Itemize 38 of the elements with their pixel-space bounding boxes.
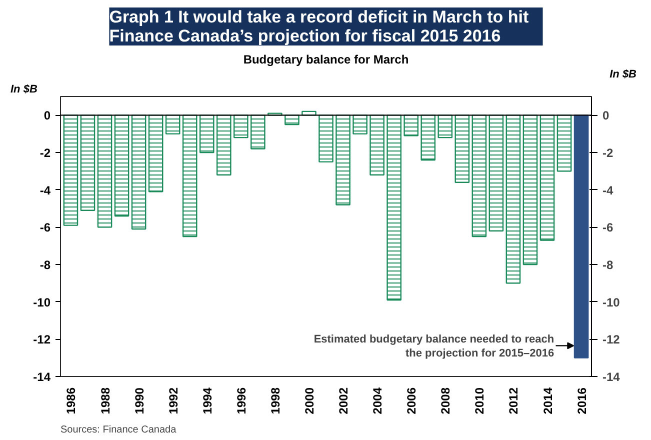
x-tick-label: 1988 xyxy=(98,387,112,414)
x-tick-label: 2008 xyxy=(438,387,453,414)
y-tick-label: -14 xyxy=(33,370,51,384)
chart-title: Graph 1 It would take a record deficit in March to hit Finance Canada’s projection for fiscal 2015 2016 xyxy=(109,8,529,46)
y2-tick-label: -12 xyxy=(602,332,620,347)
y-axis-title: In $B xyxy=(10,84,38,96)
x-tick-label: 1990 xyxy=(132,387,146,414)
x-tick-label: 2010 xyxy=(472,387,487,414)
y2-tick-label: 0 xyxy=(602,108,610,123)
y2-tick-label: -8 xyxy=(602,258,614,272)
y-tick-label: -4 xyxy=(40,183,51,198)
y-tick-label: -10 xyxy=(33,295,51,310)
x-tick-label: 2014 xyxy=(540,387,555,414)
chart-subtitle: Budgetary balance for March xyxy=(243,52,409,66)
y2-tick-label: -14 xyxy=(602,370,620,384)
y2-tick-label: -6 xyxy=(602,220,614,235)
annotation: Estimated budgetary balance needed to reach the projection for 2015–2016 xyxy=(314,334,554,360)
y-tick-label: -12 xyxy=(33,332,51,347)
x-tick-label: 2012 xyxy=(506,387,521,414)
x-tick-label: 1986 xyxy=(64,387,78,414)
x-tick-label: 2000 xyxy=(302,387,316,414)
y2-axis-title: In $B xyxy=(610,68,637,80)
x-tick-label: 1994 xyxy=(200,387,214,414)
x-tick-label: 1992 xyxy=(166,387,180,414)
y-tick-label: -2 xyxy=(40,146,51,160)
y-tick-label: -8 xyxy=(40,258,51,272)
x-tick-label: 1996 xyxy=(234,387,248,414)
y-tick-label: 0 xyxy=(44,108,51,123)
source-note: Sources: Finance Canada xyxy=(60,424,177,436)
x-tick-label: 2006 xyxy=(404,387,419,414)
x-tick-label: 2004 xyxy=(370,387,385,414)
y2-tick-label: -2 xyxy=(602,146,614,160)
y-tick-label: -6 xyxy=(40,220,51,235)
y2-tick-label: -4 xyxy=(602,183,614,198)
y2-tick-label: -10 xyxy=(602,295,620,310)
x-tick-label: 2016 xyxy=(574,387,589,414)
x-tick-label: 1998 xyxy=(268,387,282,414)
x-tick-label: 2002 xyxy=(336,387,351,414)
